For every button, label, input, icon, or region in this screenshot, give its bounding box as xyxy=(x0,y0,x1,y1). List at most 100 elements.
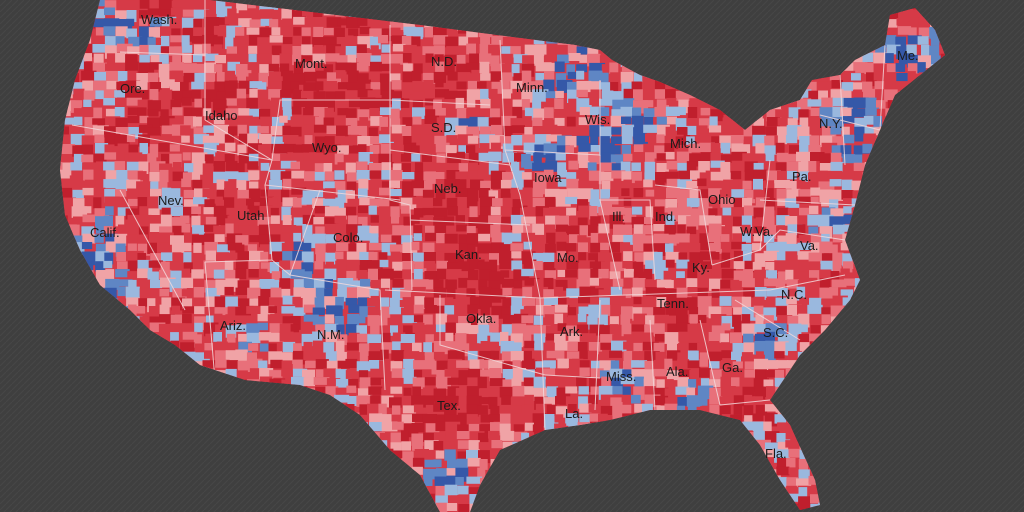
county-tile xyxy=(235,349,248,362)
county-tile xyxy=(422,207,435,216)
county-tile xyxy=(312,37,324,47)
county-tile xyxy=(577,342,588,352)
county-tile xyxy=(392,261,403,272)
county-tile xyxy=(776,126,793,136)
county-tile xyxy=(147,127,161,137)
county-tile xyxy=(356,53,372,66)
county-tile xyxy=(214,350,227,362)
county-tile xyxy=(488,161,499,175)
county-tile xyxy=(348,28,359,37)
county-tile xyxy=(180,81,189,92)
county-tile xyxy=(631,360,648,368)
county-tile xyxy=(403,351,420,361)
county-tile xyxy=(708,332,723,343)
county-tile xyxy=(840,107,853,116)
county-tile xyxy=(356,361,372,372)
county-tile xyxy=(436,117,447,128)
county-tile xyxy=(249,298,265,306)
county-tile xyxy=(412,386,421,400)
county-tile xyxy=(501,232,513,246)
county-tile xyxy=(543,252,555,262)
county-tile xyxy=(709,125,722,133)
county-tile xyxy=(148,208,160,216)
county-tile xyxy=(821,307,833,317)
county-tile xyxy=(137,99,153,109)
county-tile xyxy=(347,54,356,68)
county-tile xyxy=(237,144,247,156)
county-tile xyxy=(744,369,759,378)
county-tile xyxy=(609,316,619,325)
county-tile xyxy=(730,279,740,289)
county-tile xyxy=(490,206,501,216)
county-tile xyxy=(170,135,182,148)
county-tile xyxy=(785,134,798,144)
county-tile xyxy=(138,298,148,307)
county-tile xyxy=(621,145,631,155)
county-tile xyxy=(884,35,897,46)
county-tile xyxy=(478,432,489,443)
county-tile xyxy=(269,279,279,291)
county-tile xyxy=(116,19,133,29)
county-tile xyxy=(699,251,716,261)
county-tile xyxy=(456,151,465,160)
county-tile xyxy=(95,243,111,255)
county-tile xyxy=(777,198,790,206)
county-tile xyxy=(139,26,155,37)
county-tile xyxy=(645,152,655,166)
county-tile xyxy=(282,109,293,121)
county-tile xyxy=(731,351,741,363)
county-tile xyxy=(786,100,803,109)
county-tile xyxy=(325,91,337,104)
county-tile xyxy=(700,261,717,274)
county-tile xyxy=(479,269,492,281)
county-tile xyxy=(334,305,343,319)
county-tile xyxy=(513,288,523,300)
county-tile xyxy=(776,433,791,443)
county-tile xyxy=(381,162,392,172)
county-tile xyxy=(666,97,677,105)
county-tile xyxy=(293,61,305,74)
county-tile xyxy=(369,28,384,38)
county-tile xyxy=(677,377,689,387)
county-tile xyxy=(521,315,533,324)
county-tile xyxy=(754,277,768,288)
county-tile xyxy=(358,125,367,139)
county-tile xyxy=(832,295,848,304)
county-tile xyxy=(424,440,439,453)
county-tile xyxy=(191,206,201,215)
county-tile xyxy=(423,261,436,269)
county-tile xyxy=(480,206,492,220)
county-tile xyxy=(238,333,254,342)
county-tile xyxy=(763,234,775,243)
county-tile xyxy=(422,279,434,294)
county-tile xyxy=(840,268,850,280)
county-tile xyxy=(216,134,228,144)
county-tile xyxy=(246,332,261,344)
county-tile xyxy=(411,180,426,190)
county-tile xyxy=(621,394,632,402)
county-tile xyxy=(391,414,404,423)
county-tile xyxy=(115,243,126,257)
county-tile xyxy=(808,226,819,235)
county-tile xyxy=(600,152,615,164)
county-tile xyxy=(84,197,99,209)
county-tile xyxy=(312,340,324,351)
county-tile xyxy=(655,333,665,342)
county-tile xyxy=(436,243,449,252)
county-tile xyxy=(304,171,318,182)
county-tile xyxy=(631,115,644,128)
county-tile xyxy=(491,124,506,136)
county-tile xyxy=(634,376,644,389)
county-tile xyxy=(433,351,445,360)
county-tile xyxy=(480,88,490,102)
county-tile xyxy=(621,242,631,254)
county-tile xyxy=(181,268,190,279)
county-tile xyxy=(280,153,294,166)
county-tile xyxy=(114,134,130,145)
county-tile xyxy=(710,152,723,164)
county-tile xyxy=(291,170,305,179)
county-tile xyxy=(862,143,873,154)
county-tile xyxy=(170,270,183,282)
county-tile xyxy=(193,242,202,256)
county-tile xyxy=(302,225,313,238)
